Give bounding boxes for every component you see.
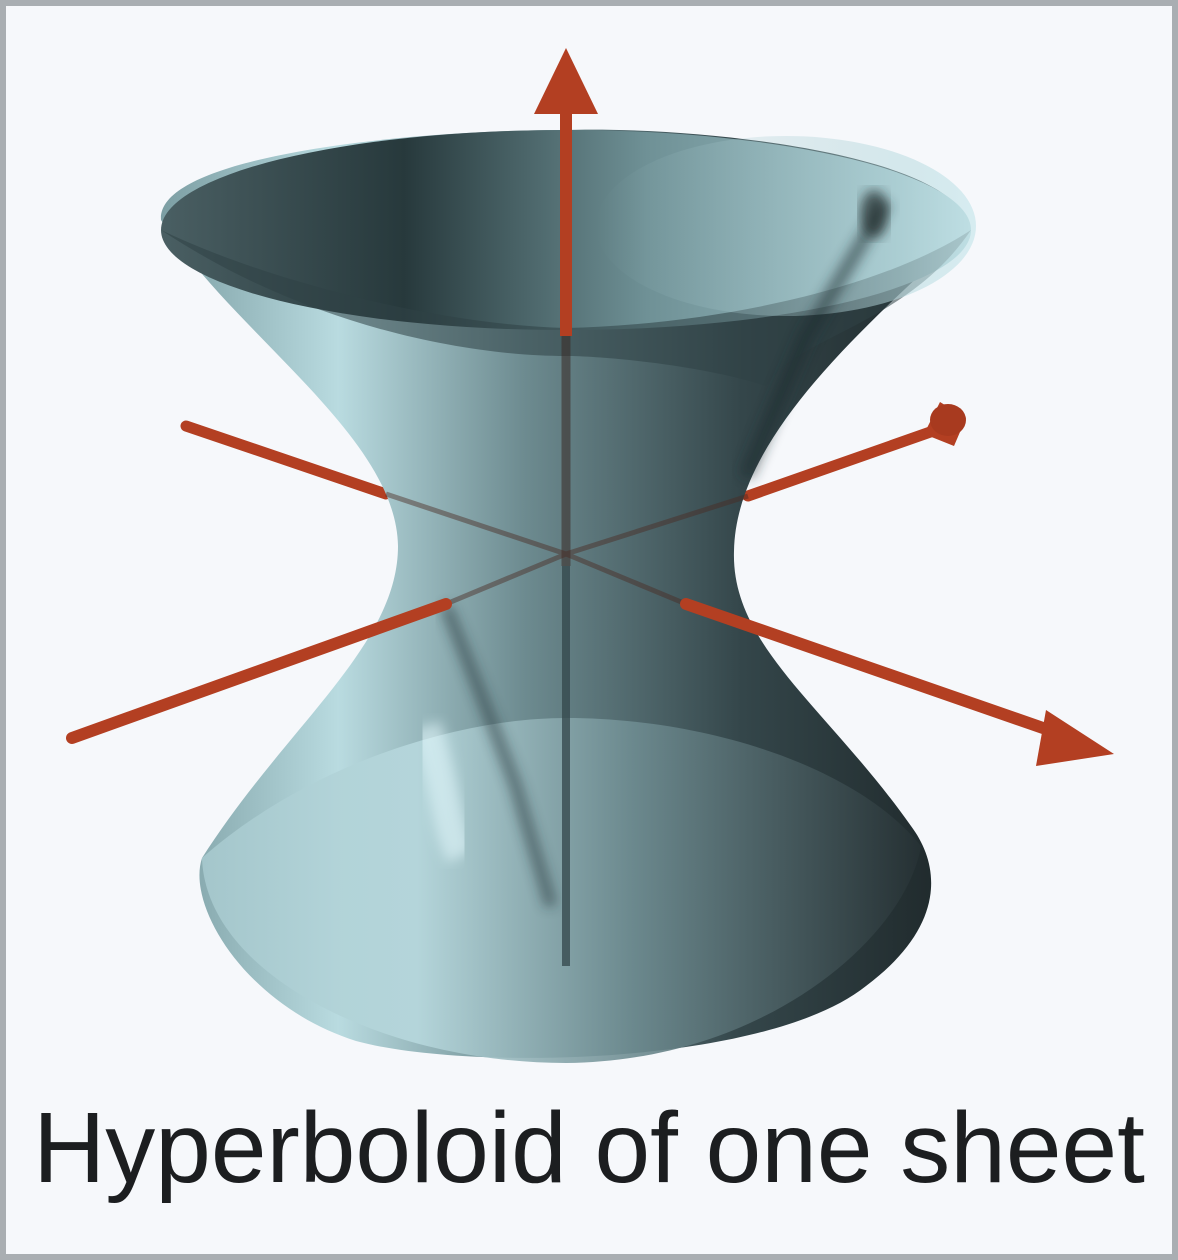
hyperboloid-illustration xyxy=(66,48,1114,1063)
ruling-dark-spot xyxy=(860,190,888,238)
axis-y-front-inner-segment xyxy=(445,551,567,607)
ruling-line-shadow-top xyxy=(739,198,893,479)
axis-inner-crossings xyxy=(385,491,749,607)
top-inner-highlight xyxy=(596,136,976,316)
axis-x-arrowhead xyxy=(1036,710,1114,766)
specular-highlight xyxy=(411,721,475,863)
bottom-lobe xyxy=(202,718,921,1063)
axis-y-front-segment xyxy=(66,598,452,744)
axis-back-segments xyxy=(180,402,966,502)
axis-y-back-segment xyxy=(180,420,392,500)
axis-x-inner-segment xyxy=(565,493,749,557)
axis-front-segments xyxy=(66,48,1114,766)
top-inner-shadow xyxy=(161,230,971,386)
figure-frame: Hyperboloid of one sheet xyxy=(6,6,1172,1254)
axis-x-back-knob xyxy=(930,404,966,436)
axis-x-front-segment xyxy=(680,598,1072,742)
axis-y-inner-segment xyxy=(385,491,567,557)
figure-caption: Hyperboloid of one sheet xyxy=(33,1092,1145,1204)
axis-x-front-inner-segment xyxy=(565,551,687,607)
axis-x-back-segment xyxy=(742,424,942,502)
ruling-line-shadow-bottom xyxy=(440,603,557,908)
axis-z-arrowhead xyxy=(534,48,598,114)
